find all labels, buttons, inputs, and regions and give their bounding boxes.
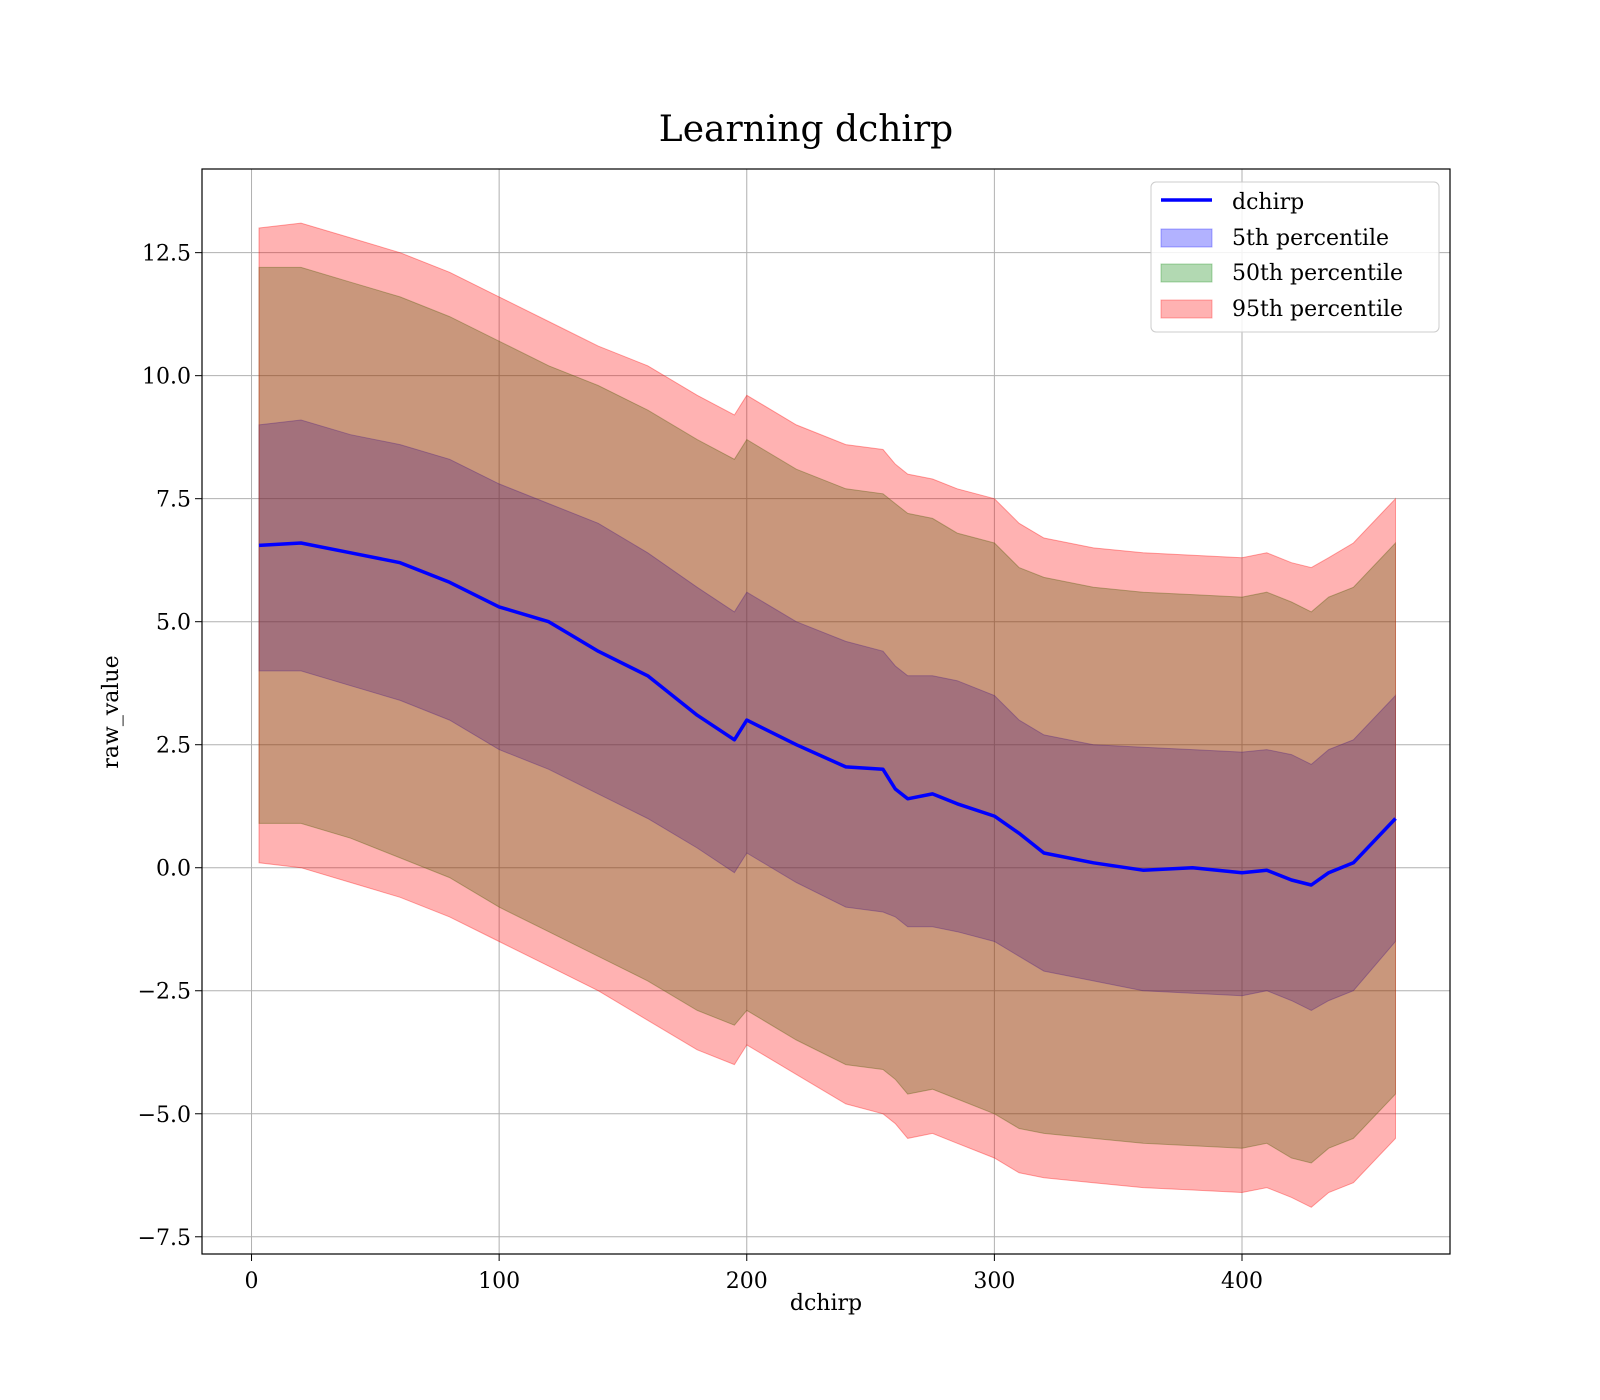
legend-label-5th: 5th percentile — [1232, 226, 1389, 251]
legend: dchirp 5th percentile 50th percentile 95… — [1150, 181, 1440, 333]
band-5th-percentile — [258, 419, 1396, 1011]
percentile-bands — [258, 222, 1396, 1208]
y-axis-label: raw_value — [99, 655, 124, 768]
y-tick-label: 5.0 — [156, 611, 191, 636]
y-tick-label: 2.5 — [156, 734, 191, 759]
legend-swatch-50th — [1160, 263, 1213, 283]
x-axis-label: dchirp — [790, 1291, 862, 1316]
y-axis: −7.5 −5.0 −2.5 0.0 2.5 5.0 7.5 10.0 12.5 — [138, 242, 202, 1251]
y-tick-label: 10.0 — [142, 365, 191, 390]
band-95th-percentile — [258, 222, 1396, 1208]
y-tick-label: −5.0 — [138, 1103, 191, 1128]
plot-area — [201, 168, 1451, 1255]
series-lines — [258, 541, 1397, 887]
y-tick-label: −7.5 — [138, 1226, 191, 1251]
line-dchirp — [258, 541, 1397, 887]
legend-swatch-95th — [1160, 299, 1213, 319]
y-tick-label: 12.5 — [142, 242, 191, 267]
y-tick-label: −2.5 — [138, 980, 191, 1005]
x-axis: 0 100 200 300 400 — [245, 1254, 1263, 1294]
grid — [202, 169, 1450, 1254]
legend-frame — [1150, 181, 1440, 333]
x-tick-label: 300 — [973, 1269, 1015, 1294]
legend-label-95th: 95th percentile — [1232, 297, 1403, 322]
y-tick-label: 0.0 — [156, 857, 191, 882]
legend-label-dchirp: dchirp — [1232, 190, 1304, 215]
band-50th-percentile — [258, 266, 1396, 1164]
legend-swatch-5th — [1160, 228, 1213, 248]
y-tick-label: 7.5 — [156, 488, 191, 513]
chart-title: Learning dchirp — [659, 109, 953, 150]
x-tick-label: 100 — [478, 1269, 520, 1294]
x-tick-label: 200 — [726, 1269, 768, 1294]
legend-label-50th: 50th percentile — [1232, 261, 1403, 286]
x-tick-label: 400 — [1221, 1269, 1263, 1294]
x-tick-label: 0 — [245, 1269, 259, 1294]
plot-frame — [201, 168, 1451, 1255]
